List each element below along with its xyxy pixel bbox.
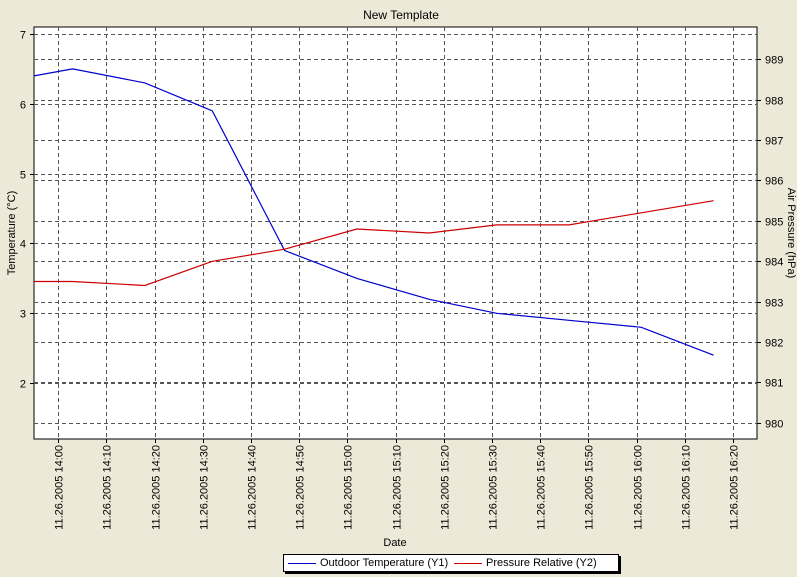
legend: Outdoor Temperature (Y1) Pressure Relati… [283,554,619,572]
y2-axis-label: Air Pressure (hPa) [785,188,797,278]
y2-tick-label: 984 [765,257,783,269]
y1-tick-label: 6 [20,100,26,112]
y2-tick-label: 980 [765,419,783,431]
y1-tick-label: 2 [20,379,26,391]
legend-label-pressure: Pressure Relative (Y2) [486,557,597,569]
series-layer [33,68,714,356]
series-line-temperature [33,68,714,356]
legend-swatch-temperature [288,562,316,564]
grid [34,27,757,439]
x-tick-label: 11.26.2005 15:00 [343,445,355,530]
x-tick-label: 11.26.2005 15:30 [488,445,500,530]
x-tick-label: 11.26.2005 15:40 [536,445,548,530]
y2-tick-label: 986 [765,176,783,188]
x-tick-label: 11.26.2005 15:20 [440,445,452,530]
y2-tick-label: 982 [765,338,783,350]
y2-tick-label: 981 [765,378,783,390]
y2-tick-label: 988 [765,96,783,108]
y2-tick-label: 987 [765,136,783,148]
y2-tick-label: 985 [765,217,783,229]
y1-tick-label: 5 [20,170,26,182]
legend-label-temperature: Outdoor Temperature (Y1) [320,557,449,569]
x-tick-label: 11.26.2005 16:20 [729,445,741,530]
x-tick-label: 11.26.2005 15:50 [584,445,596,530]
legend-item-temperature: Outdoor Temperature (Y1) [288,556,448,570]
y1-tick-label: 4 [20,239,26,251]
y2-tick-label: 983 [765,298,783,310]
x-tick-label: 11.26.2005 14:30 [199,445,211,530]
chart-title: New Template [363,8,439,22]
y2-tick-label: 989 [765,55,783,67]
y1-axis-label: Temperature (°C) [6,191,18,275]
y1-axis: 2 3 4 5 6 7 [20,30,34,391]
y1-tick-label: 3 [20,309,26,321]
x-tick-label: 11.26.2005 14:00 [54,445,66,530]
legend-item-pressure: Pressure Relative (Y2) [454,556,597,570]
x-tick-label: 11.26.2005 14:20 [151,445,163,530]
legend-swatch-pressure [454,562,482,564]
x-tick-label: 11.26.2005 14:10 [102,445,114,530]
x-axis-label: Date [383,537,406,549]
x-tick-label: 11.26.2005 16:00 [633,445,645,530]
x-tick-label: 11.26.2005 16:10 [681,445,693,530]
x-tick-label: 11.26.2005 14:40 [247,445,259,530]
series-line-pressure [34,200,714,287]
x-tick-label: 11.26.2005 14:50 [295,445,307,530]
y1-tick-label: 7 [20,30,26,42]
y2-axis: 980 981 982 983 984 985 986 987 988 989 [757,55,783,431]
x-tick-label: 11.26.2005 15:10 [392,445,404,530]
x-axis: 11.26.2005 14:00 11.26.2005 14:10 11.26.20… [54,439,741,530]
plot-area [33,26,758,440]
